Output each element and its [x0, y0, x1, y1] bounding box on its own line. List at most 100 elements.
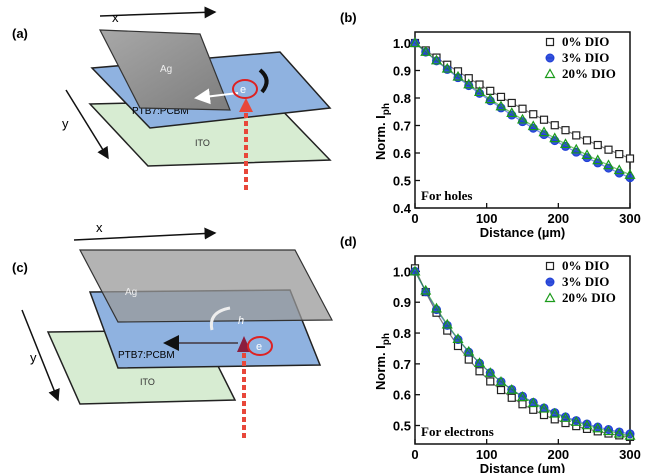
- hole-path: [209, 306, 231, 331]
- y-axis-label-sub: ph: [381, 333, 392, 345]
- ag-text: Ag: [160, 64, 172, 75]
- marker: [570, 143, 582, 154]
- legend-label: 20% DIO: [562, 66, 616, 81]
- x-tick-label: 0: [411, 211, 418, 226]
- hole-arrow: [258, 68, 269, 94]
- y-tick-label: 0.7: [393, 357, 411, 372]
- marker: [409, 37, 421, 48]
- x-axis-label: Distance (µm): [480, 461, 566, 473]
- diagram-a: (a) x y ITO PTB7:PCBM Ag e: [12, 6, 332, 190]
- legend-label: 3% DIO: [562, 50, 609, 65]
- marker: [463, 345, 475, 356]
- marker: [484, 93, 496, 104]
- marker: [613, 164, 625, 175]
- marker: [529, 110, 538, 119]
- panel-label: (c): [12, 260, 28, 275]
- legend-marker: [545, 277, 555, 287]
- marker: [538, 402, 550, 413]
- marker: [463, 78, 475, 89]
- marker: [582, 136, 592, 145]
- y-tick-label: 0.6: [393, 388, 411, 403]
- legend-label: 0% DIO: [562, 258, 609, 273]
- legend-marker: [544, 292, 556, 303]
- marker: [602, 425, 615, 436]
- chart: 0.5 0.6 0.7 0.8 0.9 1.0 0 100 200 300 Distance (µm…: [340, 234, 641, 473]
- marker: [592, 154, 604, 165]
- annotation: For holes: [421, 188, 472, 203]
- carrier-circle: [247, 336, 273, 356]
- y-tick-label: 0.9: [393, 295, 411, 310]
- marker: [495, 376, 507, 386]
- ag-text: Ag: [125, 287, 137, 298]
- x-tick-label: 200: [547, 447, 569, 462]
- marker: [539, 115, 549, 124]
- legend-label: 0% DIO: [562, 34, 609, 49]
- y-tick-label: 0.6: [393, 146, 411, 161]
- marker: [518, 400, 527, 409]
- marker: [430, 54, 443, 65]
- marker: [486, 377, 495, 386]
- marker: [527, 120, 539, 131]
- y-tick-label: 1.0: [393, 264, 411, 279]
- marker: [484, 367, 496, 377]
- marker: [615, 150, 624, 159]
- y-tick-label: 0.5: [393, 174, 411, 189]
- y-tick-label: 0.9: [393, 64, 411, 79]
- marker: [475, 367, 484, 376]
- annotation: For electrons: [421, 424, 494, 439]
- y-tick-label: 0.8: [393, 91, 411, 106]
- marker: [604, 145, 613, 154]
- marker: [527, 397, 539, 408]
- legend-marker: [545, 37, 555, 47]
- marker: [624, 169, 636, 179]
- legend-marker: [545, 261, 555, 271]
- marker: [581, 149, 593, 160]
- carrier2-text: h: [238, 315, 244, 327]
- x-arrow: [73, 227, 217, 241]
- y-tick-label: 0.8: [393, 326, 411, 341]
- x-tick-label: 0: [411, 447, 418, 462]
- marker: [507, 393, 516, 402]
- y-arrow: [65, 89, 109, 160]
- y-tick-label: 0.4: [393, 201, 412, 216]
- x-arrow: [99, 6, 217, 19]
- legend-marker: [544, 68, 556, 79]
- x-tick-label: 100: [476, 211, 498, 226]
- marker: [516, 113, 529, 124]
- marker: [473, 357, 486, 368]
- carrier-text: e: [256, 341, 262, 353]
- marker: [506, 107, 518, 117]
- marker: [518, 104, 527, 113]
- marker: [559, 138, 572, 149]
- marker: [550, 121, 559, 130]
- marker: [581, 419, 593, 430]
- marker: [602, 159, 615, 170]
- marker: [507, 98, 516, 108]
- marker: [625, 154, 635, 163]
- marker: [506, 384, 518, 394]
- marker: [452, 333, 464, 344]
- y-label: y: [62, 116, 69, 131]
- marker: [464, 355, 473, 364]
- y-tick-label: 0.5: [393, 419, 411, 434]
- marker: [441, 62, 453, 73]
- marker: [538, 126, 550, 137]
- carrier-text: e: [240, 84, 246, 96]
- y-tick-label: 0.7: [393, 119, 411, 134]
- marker: [441, 318, 453, 329]
- panel-label: (d): [340, 234, 357, 249]
- panel-label: (b): [340, 10, 357, 25]
- marker: [420, 284, 432, 295]
- marker: [496, 385, 506, 395]
- x-tick-label: 300: [619, 447, 641, 462]
- marker: [572, 131, 581, 140]
- marker: [409, 265, 421, 276]
- y-axis-label-main: Norm. I: [373, 115, 388, 160]
- marker: [549, 132, 561, 143]
- legend-marker: [545, 53, 555, 63]
- active-text: PTB7:PCBM: [118, 350, 175, 361]
- carrier-circle: [232, 79, 258, 99]
- active-text: PTB7:PCBM: [132, 106, 189, 117]
- marker: [473, 86, 486, 97]
